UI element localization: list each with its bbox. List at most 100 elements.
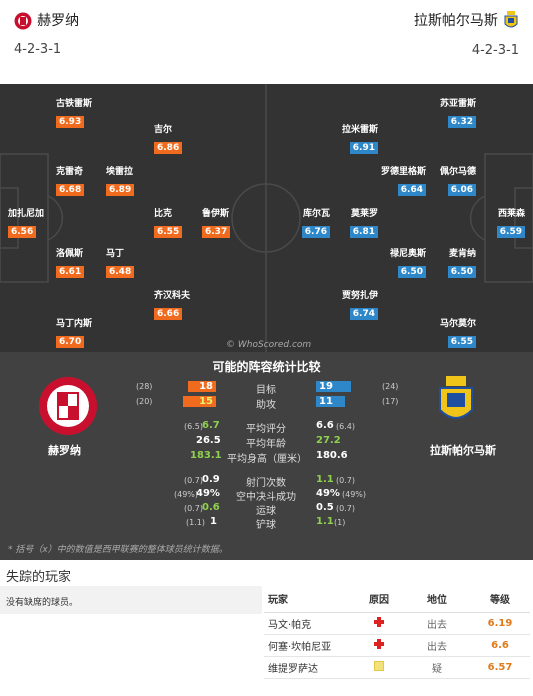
away-player[interactable]: 禄尼奥斯 6.50: [366, 246, 426, 278]
home-player[interactable]: 鲁伊斯 6.37: [202, 206, 262, 238]
home-player[interactable]: 比克 6.55: [154, 206, 214, 238]
home-player[interactable]: 古铁雷斯 6.93: [56, 96, 116, 128]
table-row[interactable]: 何塞·坎帕尼亚 出去 6.6: [264, 634, 530, 657]
away-goals-value: 19: [319, 381, 333, 392]
home-player[interactable]: 齐汉科夫 6.66: [154, 288, 214, 320]
away-player[interactable]: 麦肯纳 6.50: [416, 246, 476, 278]
injury-icon: [374, 616, 384, 627]
las-palmas-crest-icon: [439, 376, 473, 419]
away-tackles-season: (1): [334, 518, 346, 527]
col-rating: 等级: [470, 586, 530, 613]
away-avg-age: 27.2: [316, 435, 341, 446]
home-tackles: 1: [210, 516, 217, 527]
table-row[interactable]: 马文·帕克 出去 6.19: [264, 612, 530, 635]
away-dribbles: 0.5: [316, 502, 334, 513]
rating-cell: 6.6: [470, 634, 530, 657]
away-dribbles-season: (0.7): [336, 504, 355, 513]
player-rating: 6.89: [106, 184, 135, 196]
player-name: 西莱森: [497, 209, 525, 219]
away-player[interactable]: 罗德里格斯 6.64: [366, 164, 426, 196]
player-name: 库尔瓦: [302, 209, 330, 219]
home-player[interactable]: 吉尔 6.86: [154, 122, 214, 154]
player-rating: 6.93: [56, 116, 85, 128]
status-cell: 疑: [404, 656, 470, 679]
away-player[interactable]: 拉米雷斯 6.91: [318, 122, 378, 154]
reason-cell: [354, 612, 404, 635]
home-player[interactable]: 埃雷拉 6.89: [106, 164, 166, 196]
player-name: 齐汉科夫: [154, 291, 191, 301]
whoscored-watermark: © WhoScored.com: [226, 340, 312, 350]
missing-player-name[interactable]: 何塞·坎帕尼亚: [264, 634, 354, 657]
home-team-name[interactable]: 赫罗纳: [37, 13, 80, 29]
match-header: 赫罗纳 4-2-3-1 拉斯帕尔马斯 4-2-3-1: [0, 0, 533, 84]
away-avg-height: 180.6: [316, 450, 348, 461]
missing-player-name[interactable]: 维提罗萨达: [264, 656, 354, 679]
player-rating: 6.81: [349, 226, 378, 238]
away-shots-season: (0.7): [336, 476, 355, 485]
rating-cell: 6.57: [470, 656, 530, 679]
away-rating-season: (6.4): [336, 422, 355, 431]
player-rating: 6.76: [301, 226, 330, 238]
home-avg-height: 183.1: [190, 450, 222, 461]
player-rating: 6.91: [349, 142, 378, 154]
home-player[interactable]: 加扎尼加 6.56: [8, 206, 68, 238]
home-player[interactable]: 马丁 6.48: [106, 246, 166, 278]
away-player[interactable]: 库尔瓦 6.76: [270, 206, 330, 238]
player-rating: 6.48: [106, 266, 135, 278]
home-aerial: 49%: [196, 488, 220, 499]
dribbles-label: 运球: [256, 506, 276, 517]
home-team-header: 赫罗纳 4-2-3-1: [14, 10, 79, 57]
away-aerial: 49%: [316, 488, 340, 499]
player-rating: 6.64: [397, 184, 426, 196]
home-tackles-season: (1.1): [186, 518, 205, 527]
player-rating: 6.66: [154, 308, 183, 320]
home-goals-bar: 18: [188, 381, 216, 392]
injury-icon: [374, 638, 384, 649]
away-team-name[interactable]: 拉斯帕尔马斯: [413, 13, 498, 29]
away-goals-season: (24): [382, 382, 399, 391]
home-team-name[interactable]: 赫罗纳: [48, 444, 81, 457]
home-player[interactable]: 马丁内斯 6.70: [56, 316, 116, 348]
home-player[interactable]: 克雷奇 6.68: [56, 164, 116, 196]
player-name: 吉尔: [154, 125, 173, 135]
away-assists-season: (17): [382, 397, 399, 406]
player-name: 埃雷拉: [106, 167, 134, 177]
home-assists-bar: 15: [183, 396, 216, 407]
col-player: 玩家: [264, 586, 354, 613]
status-cell: 出去: [404, 612, 470, 635]
away-player[interactable]: 马尔莫尔 6.55: [416, 316, 476, 348]
player-rating: 6.55: [447, 336, 476, 348]
girona-crest-icon: [14, 12, 32, 29]
table-row[interactable]: 维提罗萨达 疑 6.57: [264, 656, 530, 679]
girona-crest-icon: [39, 377, 97, 435]
rating-cell: 6.19: [470, 612, 530, 635]
player-rating: 6.32: [447, 116, 476, 128]
away-team-name[interactable]: 拉斯帕尔马斯: [430, 444, 496, 457]
away-player[interactable]: 苏亚雷斯 6.32: [416, 96, 476, 128]
player-name: 佩尔马德: [439, 167, 476, 177]
player-rating: 6.68: [56, 184, 85, 196]
home-goals-season: (28): [136, 382, 153, 391]
home-avg-rating: 6.7: [202, 420, 220, 431]
missing-player-name[interactable]: 马文·帕克: [264, 612, 354, 635]
away-aerial-season: (49%): [342, 490, 367, 499]
player-rating: 6.59: [496, 226, 525, 238]
status-cell: 出去: [404, 634, 470, 657]
player-rating: 6.55: [154, 226, 183, 238]
home-goals-value: 18: [199, 381, 213, 392]
player-name: 加扎尼加: [8, 209, 45, 219]
home-player[interactable]: 洛佩斯 6.61: [56, 246, 116, 278]
home-avg-age: 26.5: [196, 435, 221, 446]
player-rating: 6.50: [397, 266, 426, 278]
table-header-row: 玩家 原因 地位 等级: [264, 586, 530, 613]
away-player[interactable]: 佩尔马德 6.06: [416, 164, 476, 196]
away-assists-bar: 11: [316, 396, 345, 407]
away-player[interactable]: 贾努扎伊 6.74: [318, 288, 378, 320]
avg-age-label: 平均年龄: [246, 439, 286, 450]
tackles-label: 铲球: [256, 520, 276, 531]
away-player[interactable]: 莫莱罗 6.81: [318, 206, 378, 238]
player-name: 拉米雷斯: [341, 125, 378, 135]
player-name: 贾努扎伊: [341, 291, 378, 301]
avg-rating-label: 平均评分: [246, 424, 286, 435]
away-player[interactable]: 西莱森 6.59: [465, 206, 525, 238]
